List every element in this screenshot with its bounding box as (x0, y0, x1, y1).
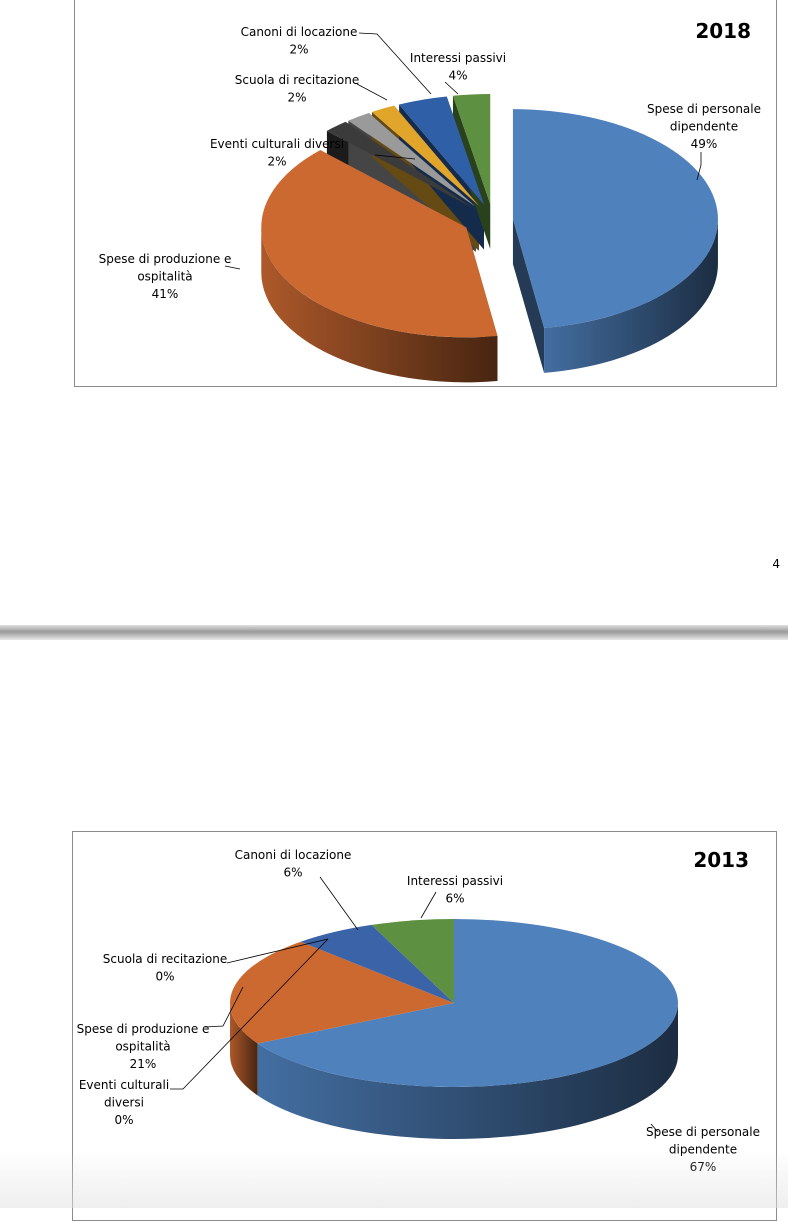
pie-2013-slice-side-1 (230, 1003, 258, 1096)
pie-2018-slice-face-0 (512, 219, 545, 373)
leader-line-2018-4 (358, 32, 432, 95)
data-label-2018-spese-di-personale-dipendente-pct: 49% (691, 137, 718, 151)
leader-line-2013-1 (204, 986, 244, 1028)
data-label-2013-scuola-di-recitazione-line0: Scuola di recitazione (103, 952, 227, 966)
data-label-2018-spese-di-produzione-e-ospitalita-pct: 41% (152, 287, 179, 301)
data-label-2018-spese-di-personale-dipendente-line1: dipendente (670, 120, 738, 134)
pie-2013-slice-5 (371, 919, 454, 1003)
data-label-2018-interessi-passivi-pct: 4% (448, 69, 467, 83)
data-label-2018-spese-di-produzione-e-ospitalita-line1: ospitalità (137, 270, 192, 284)
pie-chart-2018-svg: 2018 Spese di personale dipendente 49% Spes… (99, 19, 761, 383)
pie-2018-slice-1 (261, 150, 498, 338)
leader-line-2018-1 (224, 265, 241, 270)
pie-2013-slice-4 (300, 924, 454, 1003)
data-label-2013-canoni-di-locazione-pct: 6% (283, 866, 302, 880)
pie-2018-slice-3 (348, 112, 476, 207)
data-label-2018-scuola-di-recitazione-pct: 2% (287, 91, 306, 105)
data-label-2018-spese-di-personale-dipendente-line0: Spese di personale (647, 102, 761, 116)
data-label-2018-eventi-culturali-diversi-line0: Eventi culturali diversi (210, 137, 344, 151)
pie-2018-slice-5 (399, 96, 484, 205)
pie-chart-2013: 2013 Spese di personale dipendente 67% Spes… (72, 831, 777, 1221)
leader-line-2018-5 (444, 81, 459, 95)
pie-2013-slice-side-0 (257, 1003, 678, 1139)
data-label-2013-spese-di-personale-dipendente-line0: Spese di personale (646, 1125, 760, 1139)
leader-line-2018-3 (356, 83, 388, 101)
data-label-2013-spese-di-produzione-e-ospitalita-line1: ospitalità (115, 1040, 170, 1054)
leader-line-2013-3 (226, 938, 329, 964)
data-label-2018-interessi-passivi-line0: Interessi passivi (410, 51, 506, 65)
chart-title-2013: 2013 (693, 848, 749, 872)
data-label-2018-canoni-di-locazione-pct: 2% (289, 43, 308, 57)
chart-title-2018: 2018 (695, 19, 751, 43)
leader-line-2013-2 (170, 938, 329, 1090)
pie-chart-2018: 2018 Spese di personale dipendente 49% Spes… (74, 0, 777, 387)
pie-2018-slice-6 (452, 93, 491, 204)
data-label-2013-interessi-passivi-line0: Interessi passivi (407, 874, 503, 888)
leader-line-2018-2 (374, 154, 416, 160)
data-label-2013-spese-di-personale-dipendente-pct: 67% (690, 1160, 717, 1174)
pie-2013-slice-1 (229, 941, 454, 1044)
data-label-2013-canoni-di-locazione-line0: Canoni di locazione (235, 848, 352, 862)
pie-2013-slice-0 (257, 919, 678, 1087)
data-label-2013-eventi-culturali-diversi-line0: Eventi culturali (79, 1078, 169, 1092)
data-label-2013-interessi-passivi-pct: 6% (445, 892, 464, 906)
data-label-2013-spese-di-produzione-e-ospitalita-line0: Spese di produzione e (77, 1022, 210, 1036)
data-label-2013-scuola-di-recitazione-pct: 0% (155, 970, 174, 984)
data-label-2018-canoni-di-locazione-line0: Canoni di locazione (241, 25, 358, 39)
data-label-2013-eventi-culturali-diversi-pct: 0% (114, 1113, 133, 1127)
pie-2018-slice-side-0 (544, 219, 718, 373)
leader-line-2018-0 (696, 152, 702, 181)
leader-line-2013-4 (319, 876, 359, 931)
pie-2018-slice-4 (371, 105, 479, 206)
pie-chart-2013-svg: 2013 Spese di personale dipendente 67% Spes… (77, 848, 760, 1174)
data-label-2013-spese-di-produzione-e-ospitalita-pct: 21% (130, 1057, 157, 1071)
pie-2018-slice-side-1 (261, 227, 498, 383)
page-separator (0, 625, 788, 640)
pie-2018-slice-2 (326, 121, 473, 209)
data-label-2013-eventi-culturali-diversi-line1: diversi (104, 1096, 144, 1110)
page-number: 4 (772, 557, 780, 571)
leader-line-2013-5 (420, 891, 437, 919)
data-label-2018-spese-di-produzione-e-ospitalita-line0: Spese di produzione e (99, 252, 232, 266)
data-label-2013-spese-di-personale-dipendente-line1: dipendente (669, 1143, 737, 1157)
data-label-2018-eventi-culturali-diversi-pct: 2% (267, 155, 286, 169)
leader-line-2013-0 (650, 1123, 659, 1133)
pie-2018-slice-0 (512, 109, 718, 328)
data-label-2018-scuola-di-recitazione-line0: Scuola di recitazione (235, 73, 359, 87)
